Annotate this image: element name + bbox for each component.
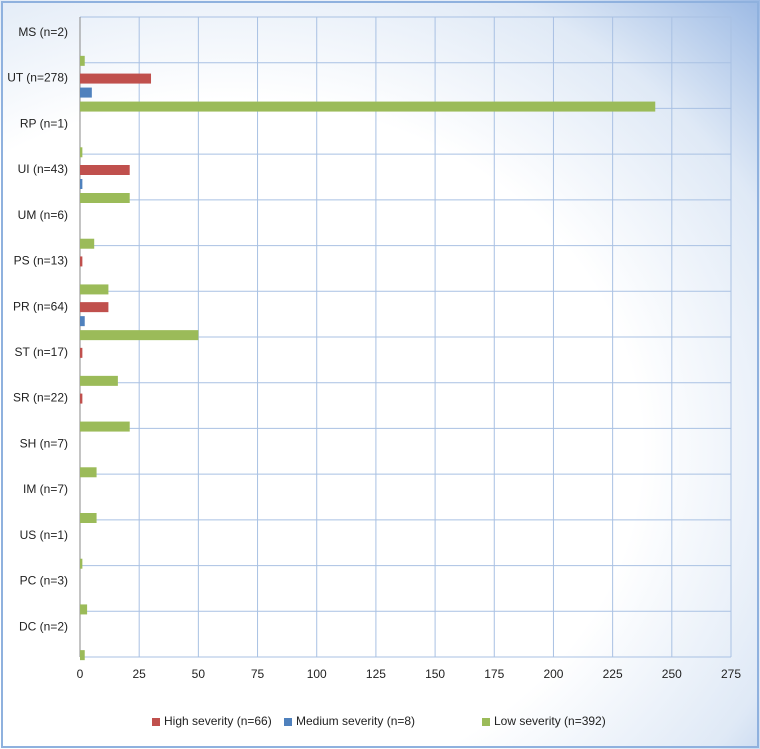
bar (80, 375, 118, 386)
bar (80, 165, 130, 175)
x-tick-label: 25 (133, 667, 147, 681)
bar (80, 393, 83, 404)
bar (80, 284, 109, 295)
bar (80, 101, 656, 112)
bar (80, 87, 92, 98)
y-tick-label: MS (n=2) (18, 25, 68, 39)
legend-swatch (284, 718, 292, 726)
bar (80, 467, 97, 478)
bar (80, 256, 83, 267)
x-tick-label: 225 (603, 667, 623, 681)
legend-label: Low severity (n=392) (494, 714, 606, 728)
bar (80, 238, 95, 249)
bar (80, 558, 83, 569)
y-tick-label: UI (n=43) (18, 162, 68, 176)
x-tick-label: 200 (543, 667, 563, 681)
x-tick-label: 150 (425, 667, 445, 681)
x-tick-label: 275 (721, 667, 741, 681)
x-tick-label: 75 (251, 667, 265, 681)
x-tick-label: 175 (484, 667, 504, 681)
y-tick-label: SH (n=7) (20, 436, 68, 450)
y-tick-label: SR (n=22) (13, 391, 68, 405)
bar (80, 147, 83, 158)
x-tick-label: 125 (366, 667, 386, 681)
y-tick-label: UT (n=278) (7, 71, 68, 85)
y-tick-label: PC (n=3) (20, 574, 68, 588)
bar (80, 421, 130, 432)
y-tick-label: PS (n=13) (14, 254, 68, 268)
bar (80, 650, 85, 661)
y-tick-label: PR (n=64) (13, 299, 68, 313)
x-tick-label: 100 (307, 667, 327, 681)
y-tick-label: RP (n=1) (20, 116, 68, 130)
y-tick-label: ST (n=17) (15, 345, 68, 359)
bar (80, 302, 109, 313)
legend-swatch (482, 718, 490, 726)
legend-swatch (152, 718, 160, 726)
x-tick-label: 0 (77, 667, 84, 681)
x-tick-label: 250 (662, 667, 682, 681)
bar (80, 193, 130, 203)
bar (80, 179, 83, 189)
y-tick-label: DC (n=2) (19, 619, 68, 633)
bar (80, 316, 85, 327)
bar (80, 55, 85, 66)
legend-label: High severity (n=66) (164, 714, 272, 728)
y-tick-label: IM (n=7) (23, 482, 68, 496)
legend-label: Medium severity (n=8) (296, 714, 415, 728)
bar (80, 73, 152, 84)
y-tick-label: US (n=1) (20, 528, 68, 542)
bar (80, 604, 88, 615)
x-tick-label: 50 (192, 667, 206, 681)
y-tick-label: UM (n=6) (18, 208, 68, 222)
bar (80, 347, 83, 358)
bar (80, 330, 199, 341)
bar (80, 513, 97, 523)
